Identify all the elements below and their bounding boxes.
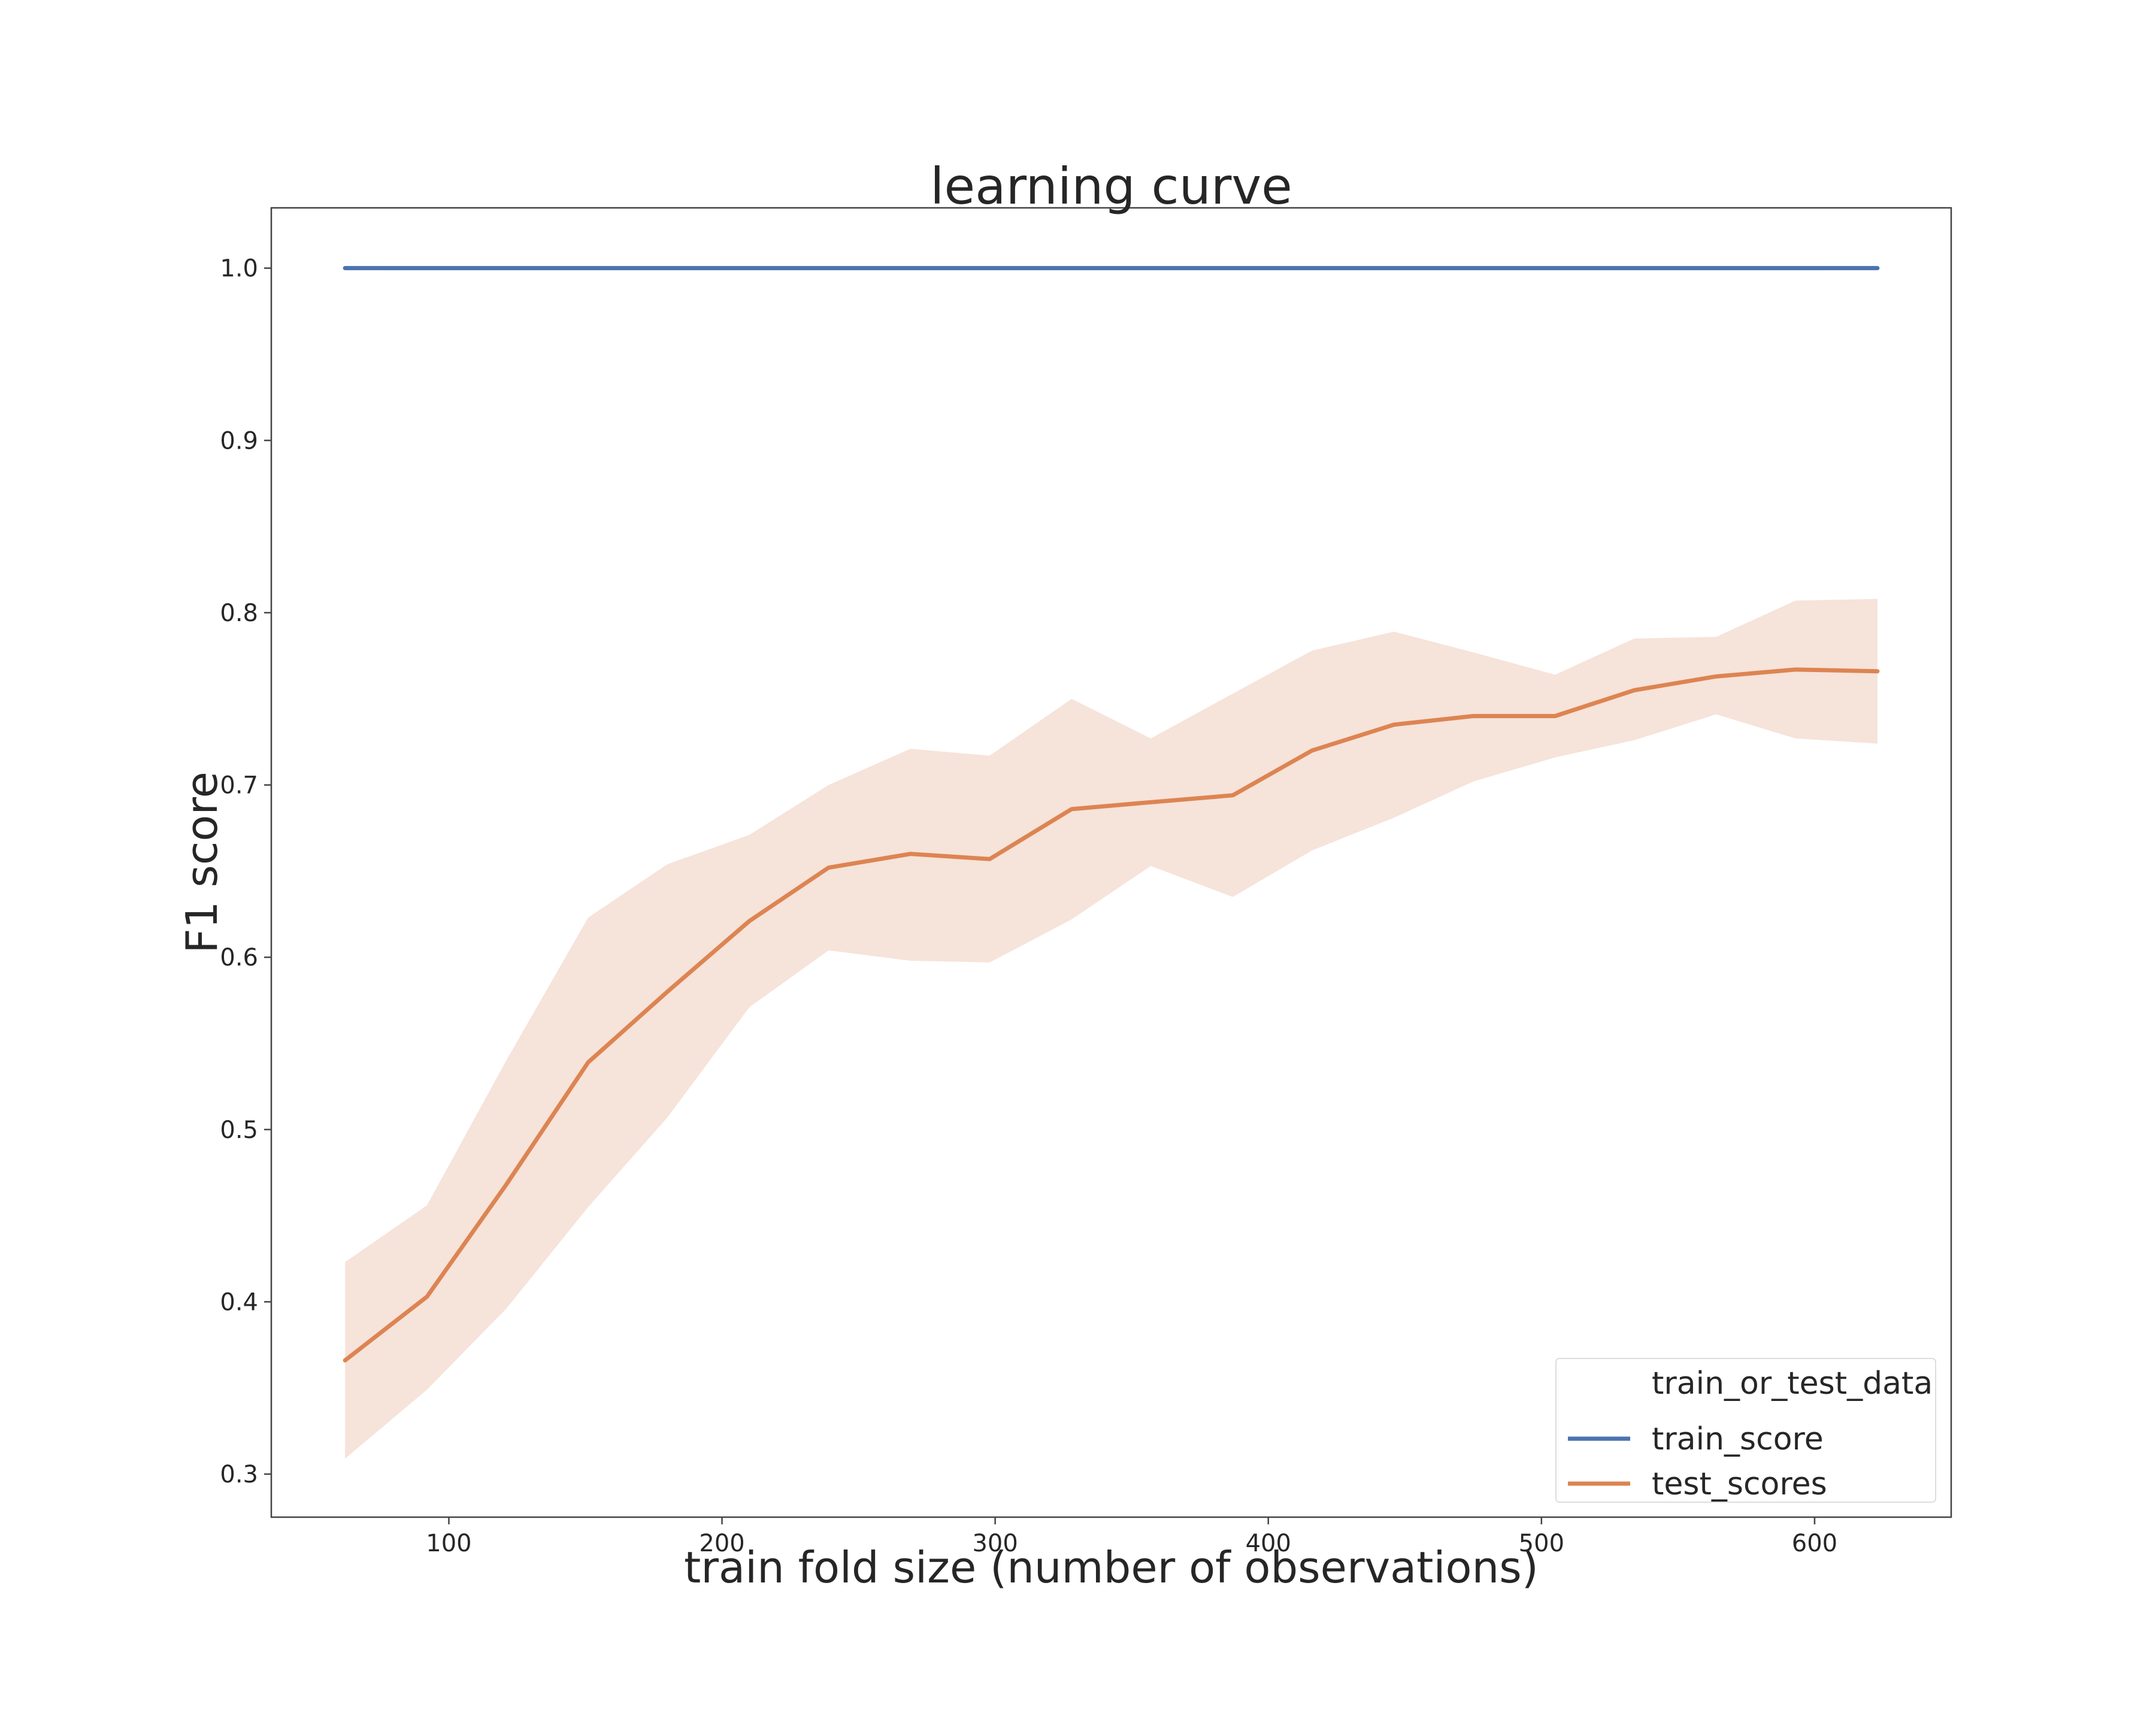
x-tick-label: 300: [972, 1530, 1018, 1557]
x-tick-label: 400: [1246, 1530, 1291, 1557]
x-axis-ticks: 100 200 300 400 500 600: [426, 1517, 1837, 1557]
x-tick-label: 500: [1519, 1530, 1564, 1557]
legend-entry-train-score: train_score: [1652, 1421, 1824, 1457]
y-tick-label: 0.4: [220, 1288, 258, 1316]
axes-frame: [270, 207, 1952, 1518]
y-tick-label: 0.9: [220, 427, 258, 455]
test-scores-confidence-band: [345, 598, 1878, 1459]
legend-box: [1555, 1358, 1936, 1503]
y-tick-label: 0.6: [220, 944, 258, 972]
y-tick-label: 1.0: [220, 255, 258, 283]
x-axis-label: train fold size (number of observations): [684, 1542, 1539, 1593]
y-tick-label: 0.5: [220, 1116, 258, 1144]
y-tick-label: 0.8: [220, 600, 258, 627]
y-tick-label: 0.3: [220, 1461, 258, 1488]
y-axis-ticks: 0.3 0.4 0.5 0.6 0.7 0.8 0.9 1.0: [220, 255, 271, 1488]
confidence-band-layer: [345, 598, 1878, 1459]
legend-title: train_or_test_data: [1652, 1366, 1933, 1402]
y-axis-label: F1 score: [177, 771, 227, 954]
x-tick-label: 100: [426, 1530, 471, 1557]
legend-entry-test-scores: test_scores: [1652, 1466, 1827, 1502]
series-line-layer: [343, 266, 1880, 1363]
legend: train_or_test_data train_score test_scor…: [1555, 1358, 1936, 1503]
test-scores-line: [343, 667, 1880, 1363]
x-tick-label: 600: [1792, 1530, 1837, 1557]
plot-area: [270, 207, 1952, 1518]
x-tick-label: 200: [699, 1530, 744, 1557]
y-tick-label: 0.7: [220, 772, 258, 800]
chart-title: learning curve: [930, 157, 1292, 216]
